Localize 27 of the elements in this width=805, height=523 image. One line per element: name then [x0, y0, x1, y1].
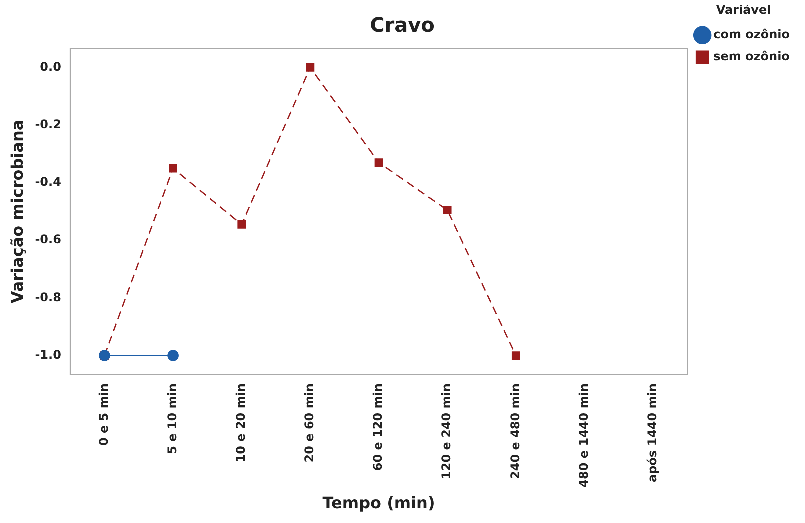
y-axis-title: Variação microbiana: [8, 120, 27, 304]
point: [443, 206, 452, 215]
x-axis-title: Tempo (min): [322, 494, 436, 513]
y-tick-label: -0.2: [35, 117, 62, 132]
point: [374, 158, 384, 167]
legend-label: com ozônio: [714, 28, 790, 42]
y-tick-label: -0.6: [35, 232, 62, 247]
x-tick-label: 0 e 5 min: [96, 384, 111, 446]
x-tick-label: 10 e 20 min: [234, 384, 248, 463]
y-tick-label: -0.4: [35, 175, 62, 190]
y-tick-label: 0.0: [40, 60, 62, 74]
x-tick-label: 120 e 240 min: [440, 384, 454, 480]
y-tick-label: -1.0: [35, 348, 62, 362]
x-tick-label: 5 e 10 min: [165, 384, 180, 454]
x-tick-label: 480 e 1440 min: [576, 384, 591, 488]
x-tick-label: 20 e 60 min: [302, 384, 317, 463]
point: [512, 352, 520, 360]
point: [306, 64, 315, 72]
x-tick-label: 60 e 120 min: [371, 384, 386, 472]
chart-title: Cravo: [370, 13, 435, 38]
point: [238, 220, 246, 229]
point: [168, 350, 179, 362]
legend-label: sem ozônio: [714, 50, 790, 64]
y-tick-label: -0.8: [35, 290, 62, 304]
point: [169, 164, 178, 173]
x-tick-label: 240 e 480 min: [508, 384, 522, 480]
x-tick-label: após 1440 min: [645, 384, 660, 483]
